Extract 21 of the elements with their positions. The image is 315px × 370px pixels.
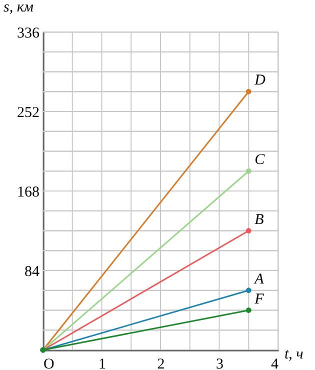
x-axis-title: t, ч bbox=[284, 346, 304, 362]
series-label: A bbox=[254, 271, 265, 288]
point bbox=[246, 168, 252, 174]
series-label: F bbox=[254, 291, 265, 308]
series-label: C bbox=[254, 152, 266, 168]
x-tick-label: 1 bbox=[98, 356, 106, 370]
y-tick-label: 252 bbox=[17, 105, 40, 121]
y-tick-label: 336 bbox=[17, 26, 40, 42]
x-tick-label: O bbox=[44, 356, 54, 370]
point bbox=[246, 308, 252, 313]
x-tick-label: 4 bbox=[271, 356, 279, 370]
series-label: B bbox=[254, 212, 264, 228]
y-tick-label: 84 bbox=[24, 264, 40, 280]
y-axis-title: s, км bbox=[4, 0, 34, 16]
point bbox=[246, 228, 252, 234]
point bbox=[246, 88, 252, 94]
x-tick-label: 2 bbox=[157, 356, 165, 370]
series-label: D bbox=[254, 72, 266, 89]
y-tick-label: 168 bbox=[17, 184, 40, 200]
x-tick-label: 3 bbox=[216, 356, 224, 370]
point bbox=[246, 288, 252, 294]
